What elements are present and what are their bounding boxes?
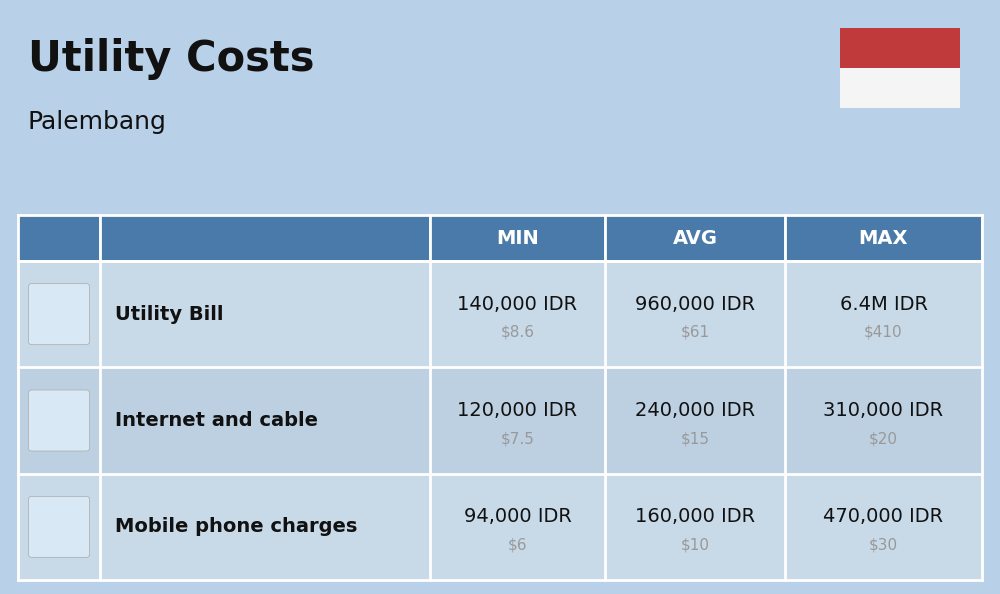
FancyBboxPatch shape	[28, 497, 90, 557]
Bar	[786, 262, 981, 366]
Bar	[840, 28, 960, 68]
Text: 6.4M IDR: 6.4M IDR	[840, 295, 928, 314]
FancyBboxPatch shape	[28, 390, 90, 451]
Text: $7.5: $7.5	[501, 431, 534, 446]
Text: 140,000 IDR: 140,000 IDR	[457, 295, 578, 314]
Text: $61: $61	[680, 325, 710, 340]
Text: MAX: MAX	[859, 229, 908, 248]
Text: 310,000 IDR: 310,000 IDR	[823, 401, 944, 420]
Text: 960,000 IDR: 960,000 IDR	[635, 295, 755, 314]
Bar	[19, 262, 99, 366]
Text: $6: $6	[508, 538, 527, 552]
Text: Mobile phone charges: Mobile phone charges	[115, 517, 357, 536]
Text: 120,000 IDR: 120,000 IDR	[457, 401, 578, 420]
Bar	[19, 368, 99, 473]
Bar	[431, 368, 604, 473]
Bar	[606, 216, 784, 260]
Bar	[786, 368, 981, 473]
Bar	[19, 216, 99, 260]
Text: 160,000 IDR: 160,000 IDR	[635, 507, 755, 526]
Bar	[606, 475, 784, 579]
Text: 240,000 IDR: 240,000 IDR	[635, 401, 755, 420]
Text: Palembang: Palembang	[28, 110, 167, 134]
Text: $20: $20	[869, 431, 898, 446]
Text: AVG: AVG	[672, 229, 718, 248]
Text: 470,000 IDR: 470,000 IDR	[823, 507, 944, 526]
Bar	[431, 262, 604, 366]
Bar	[840, 68, 960, 108]
Bar	[431, 475, 604, 579]
Bar	[101, 262, 429, 366]
Text: MIN: MIN	[496, 229, 539, 248]
Text: $15: $15	[680, 431, 710, 446]
Bar	[786, 216, 981, 260]
Bar	[431, 216, 604, 260]
FancyBboxPatch shape	[28, 284, 90, 345]
Bar	[786, 475, 981, 579]
Text: Utility Bill: Utility Bill	[115, 305, 224, 324]
Text: $8.6: $8.6	[501, 325, 534, 340]
Bar	[19, 475, 99, 579]
Bar	[101, 216, 429, 260]
Text: $410: $410	[864, 325, 903, 340]
Text: Internet and cable: Internet and cable	[115, 411, 318, 430]
Text: 94,000 IDR: 94,000 IDR	[464, 507, 571, 526]
Bar	[606, 262, 784, 366]
Bar	[606, 368, 784, 473]
Text: $10: $10	[680, 538, 710, 552]
Text: Utility Costs: Utility Costs	[28, 38, 314, 80]
Text: $30: $30	[869, 538, 898, 552]
Bar	[101, 475, 429, 579]
Bar	[101, 368, 429, 473]
